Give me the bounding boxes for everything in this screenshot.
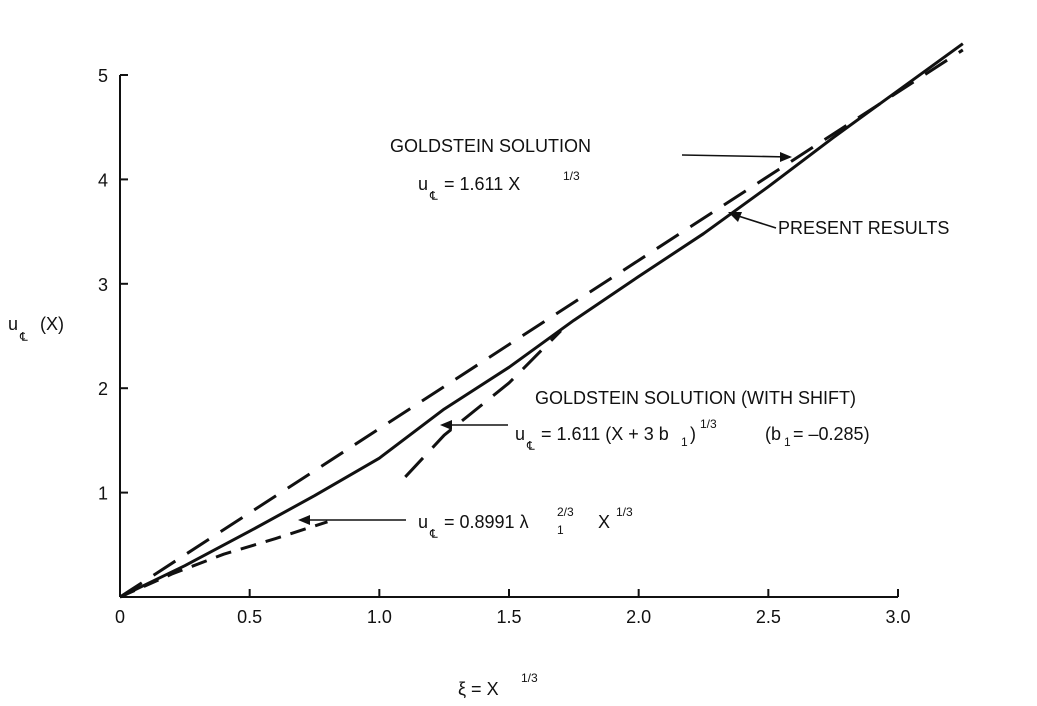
annotation-small-eq-x: X bbox=[598, 512, 610, 532]
series-line-0 bbox=[119, 42, 964, 599]
x-tick-label: 1.5 bbox=[496, 607, 521, 627]
annotation-small-eq-u: u bbox=[418, 512, 428, 532]
annotation-shift-eq-subscript: 1 bbox=[681, 435, 688, 449]
x-tick-label: 2.0 bbox=[626, 607, 651, 627]
y-tick-label: 5 bbox=[98, 66, 108, 86]
series-line-3 bbox=[119, 520, 328, 599]
annotation-small: u ℄ = 0.8991 λ 1 2/3 X 1/3 bbox=[298, 505, 633, 541]
series-line-2 bbox=[404, 329, 562, 478]
x-ticks: 0 0.5 1.0 1.5 2.0 2.5 3.0 bbox=[115, 589, 911, 627]
centerline-subscript: ℄ bbox=[19, 330, 28, 344]
arrow-head-icon bbox=[728, 212, 742, 222]
centerline-subscript: ℄ bbox=[526, 439, 535, 453]
y-axis-label-u: u bbox=[8, 314, 18, 334]
series-line-1 bbox=[119, 48, 964, 599]
x-axis-label-exponent: 1/3 bbox=[521, 671, 538, 685]
annotation-goldstein-eq: = 1.611 X bbox=[444, 174, 520, 194]
annotation-goldstein-eq-u: u bbox=[418, 174, 428, 194]
annotation-shift-title: GOLDSTEIN SOLUTION (WITH SHIFT) bbox=[535, 388, 856, 408]
annotation-shift-note-subscript: 1 bbox=[784, 435, 791, 449]
arrow-head-icon bbox=[780, 152, 792, 162]
annotation-present-title: PRESENT RESULTS bbox=[778, 218, 949, 238]
annotation-shift-note: (b bbox=[765, 424, 781, 444]
centerline-subscript: ℄ bbox=[429, 189, 438, 203]
annotation-goldstein-arrow-line bbox=[681, 154, 791, 158]
annotation-shift-exponent: 1/3 bbox=[700, 417, 717, 431]
annotation-shift-eq-u: u bbox=[515, 424, 525, 444]
y-tick-label: 3 bbox=[98, 275, 108, 295]
annotation-present: PRESENT RESULTS bbox=[728, 212, 949, 238]
annotation-small-eq: = 0.8991 λ bbox=[444, 512, 529, 532]
x-axis-label-text: ξ = X bbox=[458, 679, 499, 699]
y-axis-label: u ℄ (X) bbox=[8, 314, 64, 344]
annotation-goldstein-title: GOLDSTEIN SOLUTION bbox=[390, 136, 591, 156]
series-group bbox=[119, 42, 964, 599]
annotation-shift-eq: = 1.611 (X + 3 b bbox=[541, 424, 669, 444]
annotation-shift-note-rest: = –0.285) bbox=[793, 424, 870, 444]
annotation-small-exponent-a: 2/3 bbox=[557, 505, 574, 519]
x-tick-label: 2.5 bbox=[756, 607, 781, 627]
y-tick-label: 2 bbox=[98, 379, 108, 399]
x-axis-label: ξ = X 1/3 bbox=[458, 671, 538, 699]
arrow-head-icon bbox=[298, 515, 310, 525]
annotation-shift-eq-close: ) bbox=[690, 424, 696, 444]
x-tick-label: 3.0 bbox=[885, 607, 910, 627]
centerline-subscript: ℄ bbox=[429, 527, 438, 541]
arrow-head-icon bbox=[440, 420, 452, 430]
y-tick-label: 1 bbox=[98, 484, 108, 504]
annotation-goldstein-shift: GOLDSTEIN SOLUTION (WITH SHIFT) u ℄ = 1.… bbox=[440, 388, 870, 453]
annotation-goldstein-exponent: 1/3 bbox=[563, 169, 580, 183]
y-ticks: 1 2 3 4 5 bbox=[98, 66, 128, 504]
x-tick-label: 1.0 bbox=[367, 607, 392, 627]
annotation-small-exponent: 1/3 bbox=[616, 505, 633, 519]
annotation-goldstein: GOLDSTEIN SOLUTION u ℄ = 1.611 X 1/3 bbox=[390, 136, 792, 203]
y-axis-label-tail: (X) bbox=[40, 314, 64, 334]
x-tick-label: 0.5 bbox=[237, 607, 262, 627]
y-tick-label: 4 bbox=[98, 170, 108, 190]
annotation-small-eq-subscript: 1 bbox=[557, 523, 564, 537]
x-tick-label: 0 bbox=[115, 607, 125, 627]
